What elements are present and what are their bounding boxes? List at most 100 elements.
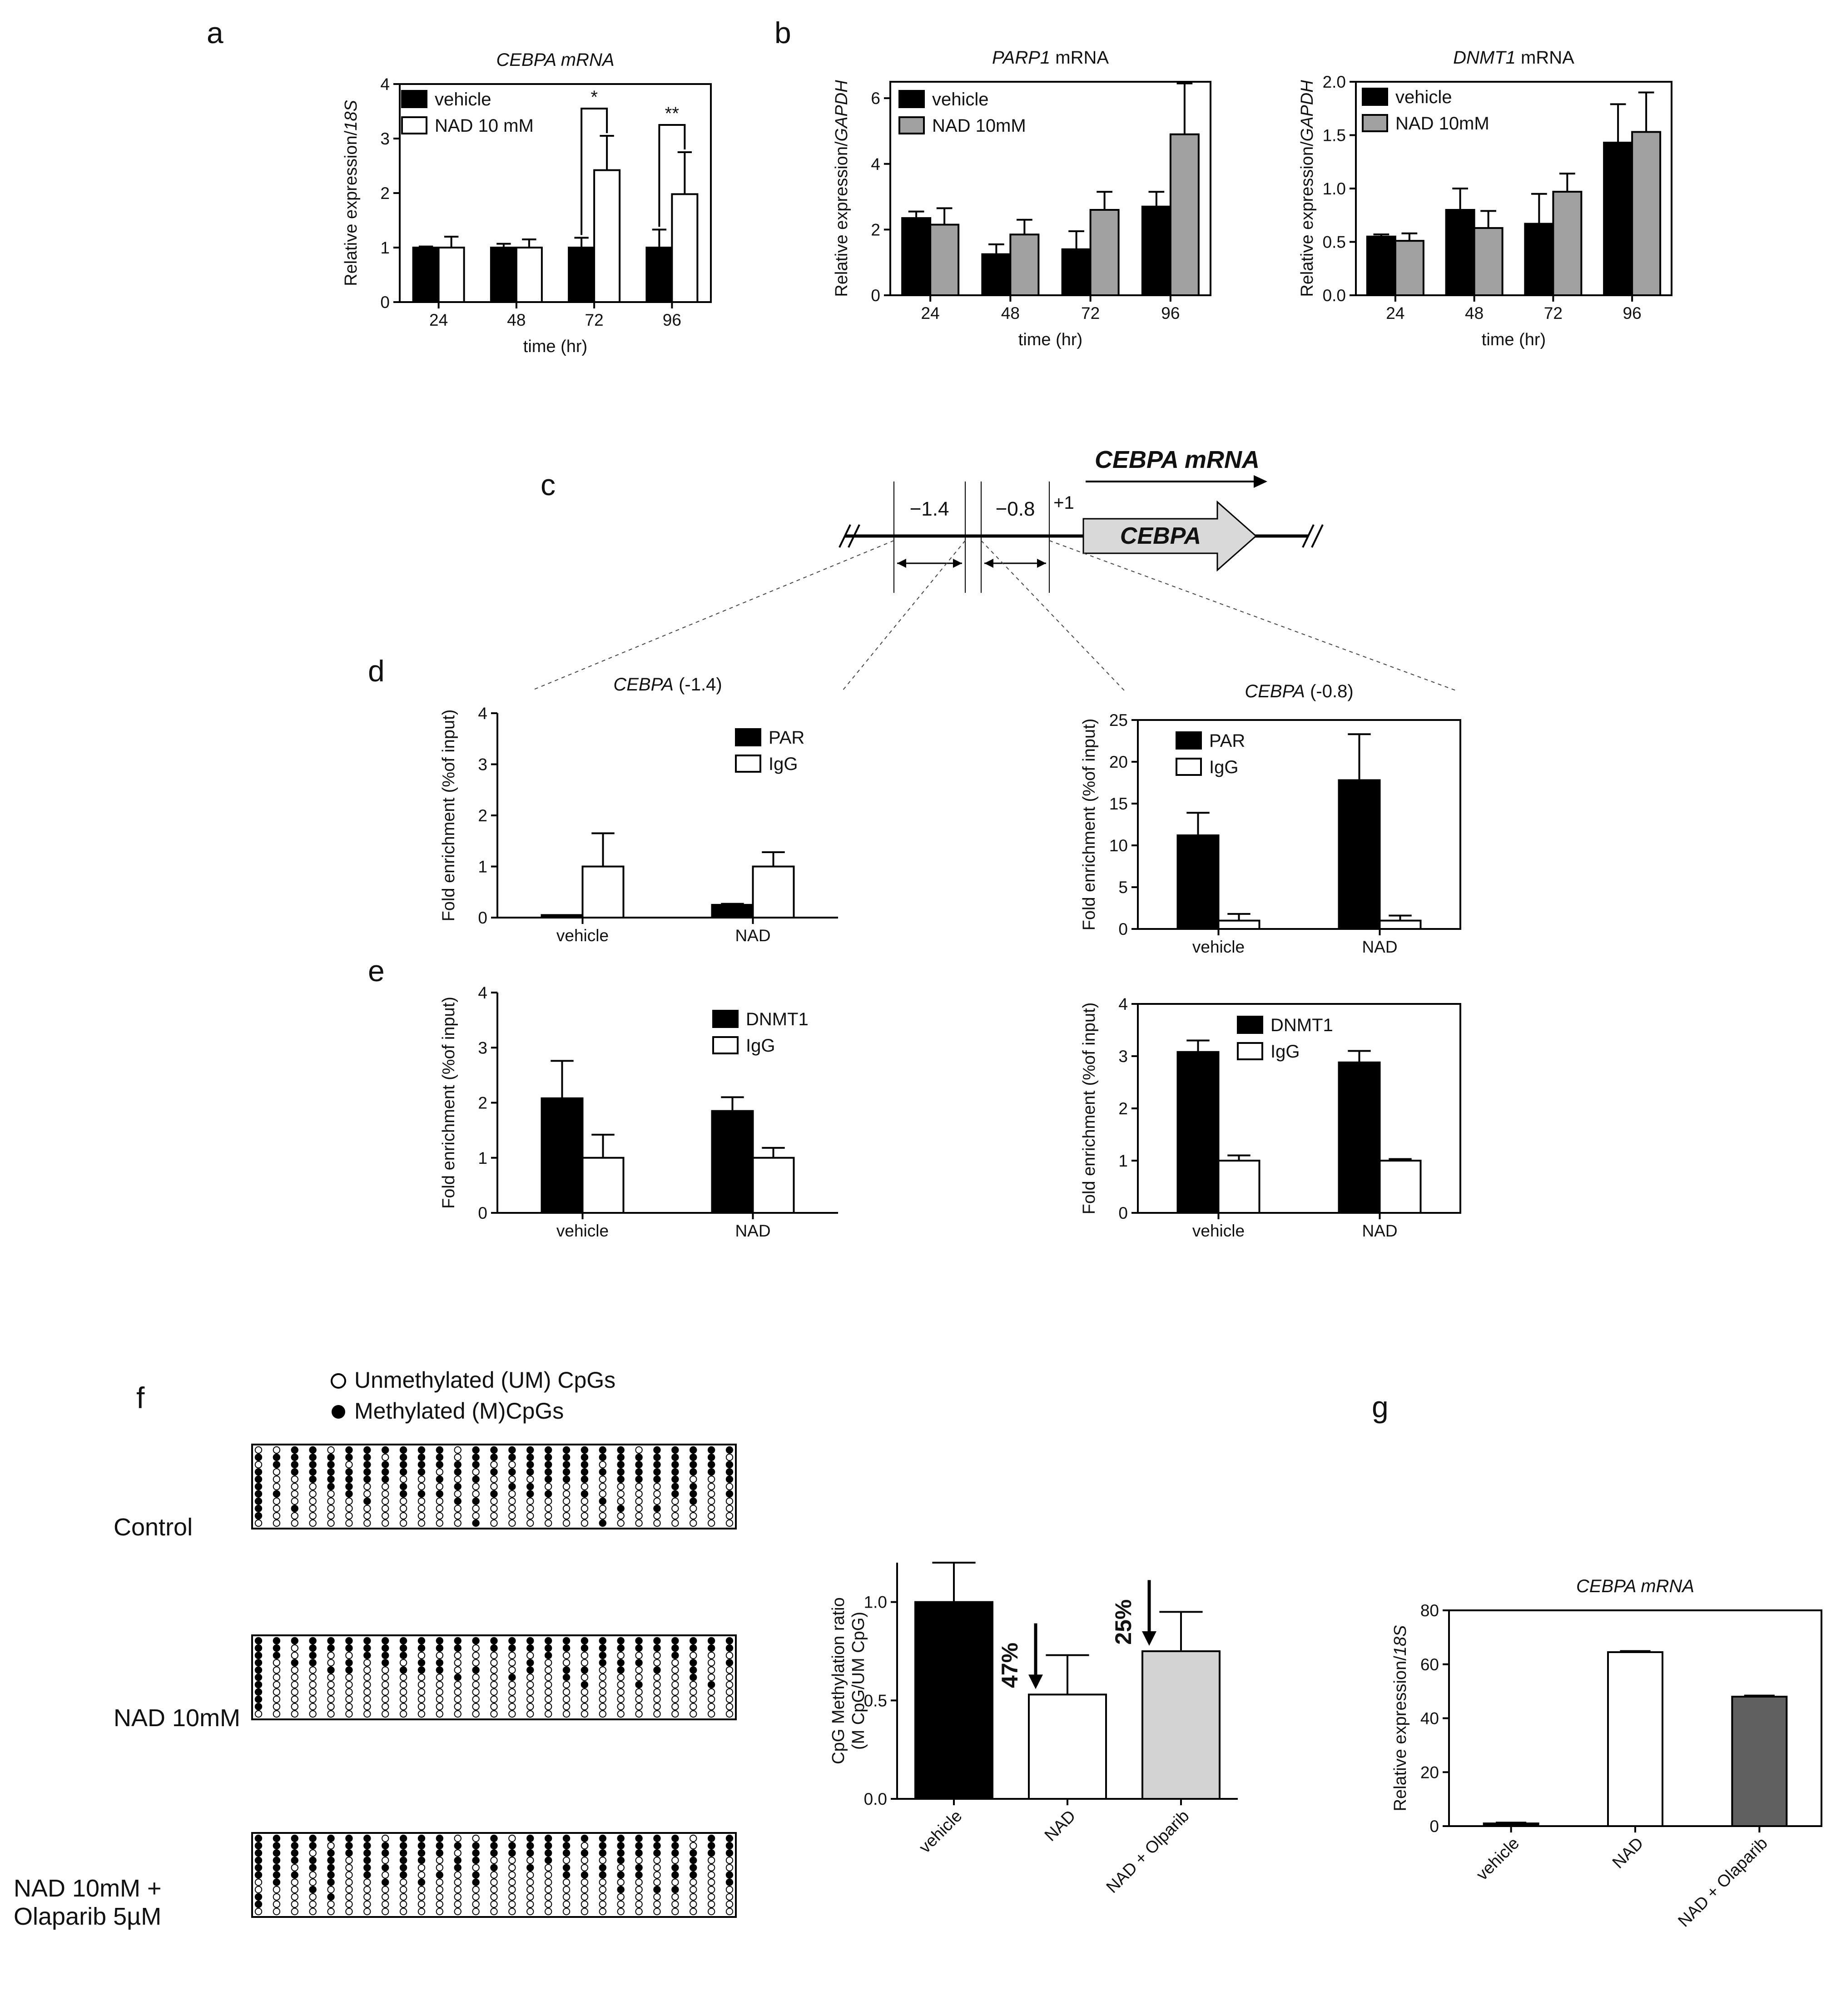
- unmethylated-cpg-dot: [436, 1900, 444, 1908]
- unmethylated-cpg-dot: [363, 1886, 371, 1893]
- chart-g-ylabel-norm: 18S: [1391, 1625, 1410, 1656]
- methylated-cpg-dot: [690, 1490, 697, 1498]
- unmethylated-cpg-dot: [417, 1893, 426, 1901]
- unmethylated-cpg-dot: [273, 1475, 281, 1483]
- methylated-cpg-dot: [581, 1834, 589, 1842]
- unmethylated-cpg-dot: [635, 1878, 643, 1886]
- unmethylated-cpg-dot: [291, 1475, 298, 1483]
- unmethylated-cpg-dot: [363, 1907, 371, 1916]
- methylated-cpg-dot: [436, 1834, 444, 1842]
- methylated-cpg-dot: [436, 1446, 444, 1454]
- chart-b1-frame: [889, 81, 1211, 296]
- unmethylated-cpg-dot: [309, 1666, 317, 1674]
- unmethylated-cpg-dot: [490, 1475, 498, 1483]
- unmethylated-cpg-dot: [526, 1512, 534, 1520]
- unmethylated-cpg-dot: [599, 1710, 607, 1718]
- unmethylated-cpg-dot: [291, 1900, 298, 1908]
- methylated-cpg-dot: [436, 1666, 444, 1674]
- unmethylated-cpg-dot: [599, 1857, 607, 1864]
- unmethylated-cpg-dot: [436, 1512, 444, 1520]
- chart-f-decrease-label: 25%: [1111, 1599, 1136, 1645]
- methylated-cpg-dot: [417, 1468, 426, 1476]
- unmethylated-cpg-dot: [707, 1519, 715, 1527]
- methylated-cpg-dot: [472, 1857, 480, 1864]
- unmethylated-cpg-dot: [327, 1490, 335, 1498]
- methylated-cpg-dot: [381, 1652, 389, 1659]
- methylated-cpg-dot: [363, 1857, 371, 1864]
- chart-b2-title: DNMT1 mRNA: [1453, 48, 1574, 68]
- unmethylated-cpg-dot: [581, 1673, 589, 1681]
- arrowhead: [1254, 475, 1267, 488]
- unmethylated-cpg-dot: [417, 1900, 426, 1908]
- methylated-cpg-dot: [653, 1461, 661, 1469]
- methylated-cpg-dot: [562, 1849, 571, 1857]
- chart-e-dnmt1-chip-minus-1-4: 0 1 2 3 4 vehicle NAD Fold enrichment (%of inpu…: [439, 983, 838, 1240]
- methylated-cpg-dot: [273, 1637, 281, 1645]
- unmethylated-cpg-dot: [599, 1878, 607, 1886]
- methylated-cpg-dot: [562, 1834, 571, 1842]
- chart-a-ylabel-text: Relative expression/: [342, 130, 361, 286]
- methylated-cpg-dot: [291, 1849, 298, 1857]
- unmethylated-cpg-dot: [508, 1900, 516, 1908]
- unmethylated-cpg-dot: [671, 1673, 679, 1681]
- methylated-cpg-dot: [671, 1834, 679, 1842]
- unmethylated-cpg-dot: [562, 1688, 571, 1696]
- unmethylated-cpg-dot: [291, 1673, 298, 1681]
- unmethylated-cpg-dot: [381, 1710, 389, 1718]
- chart-b2-bar-vehicle-96: [1603, 141, 1633, 296]
- unmethylated-cpg-dot: [399, 1703, 407, 1711]
- unmethylated-cpg-dot: [599, 1505, 607, 1513]
- chart-d1-title-rest: (-1.4): [674, 675, 722, 695]
- chart-b2-ylabel-norm: GAPDH: [1298, 80, 1317, 142]
- methylated-cpg-dot: [635, 1468, 643, 1476]
- unmethylated-cpg-dot: [653, 1659, 661, 1667]
- unmethylated-cpg-dot: [725, 1864, 734, 1872]
- methylated-cpg-dot: [472, 1461, 480, 1469]
- methylated-cpg-dot: [381, 1644, 389, 1652]
- methylated-cpg-dot: [327, 1857, 335, 1864]
- chart-b1-bar-vehicle-72: [1061, 248, 1092, 296]
- methylated-cpg-dot: [690, 1453, 697, 1461]
- methylated-cpg-dot: [454, 1637, 461, 1645]
- unmethylated-cpg-dot: [454, 1453, 461, 1461]
- unmethylated-cpg-dot: [273, 1519, 281, 1527]
- unmethylated-cpg-dot: [399, 1519, 407, 1527]
- unmethylated-cpg-dot: [363, 1688, 371, 1696]
- methylated-cpg-dot: [599, 1871, 607, 1879]
- panel-label-g: g: [1372, 1390, 1389, 1424]
- chart-g-title-rest: mRNA: [1636, 1576, 1694, 1596]
- methylated-cpg-dot: [254, 1688, 263, 1696]
- methylated-cpg-dot: [363, 1475, 371, 1483]
- methylated-cpg-dot: [690, 1461, 697, 1469]
- chart-a-bar-vehicle-48: [490, 247, 517, 303]
- methylated-cpg-dot: [653, 1834, 661, 1842]
- methylated-cpg-dot: [327, 1834, 335, 1842]
- chart-b2-ytick-label: 2.0: [1323, 73, 1346, 91]
- methylated-cpg-dot: [363, 1644, 371, 1652]
- methylated-cpg-dot: [327, 1468, 335, 1476]
- unmethylated-cpg-dot: [327, 1659, 335, 1667]
- unmethylated-cpg-dot: [291, 1695, 298, 1703]
- unmethylated-cpg-dot: [363, 1519, 371, 1527]
- unmethylated-cpg-dot: [562, 1878, 571, 1886]
- unmethylated-cpg-dot: [454, 1878, 461, 1886]
- unmethylated-cpg-dot: [436, 1703, 444, 1711]
- methylated-cpg-dot: [635, 1864, 643, 1872]
- methylated-cpg-dot: [472, 1519, 480, 1527]
- methylated-cpg-dot: [363, 1461, 371, 1469]
- unmethylated-cpg-dot: [454, 1834, 461, 1842]
- chart-e2-legend-label: IgG: [1270, 1042, 1300, 1062]
- unmethylated-cpg-dot: [327, 1695, 335, 1703]
- zoom-line: [842, 540, 966, 691]
- unmethylated-cpg-dot: [381, 1666, 389, 1674]
- methylated-cpg-dot: [617, 1834, 625, 1842]
- unmethylated-cpg-dot: [381, 1907, 389, 1916]
- methylated-cpg-dot: [544, 1461, 552, 1469]
- methylated-cpg-dot: [381, 1849, 389, 1857]
- methylated-cpg-dot: [436, 1637, 444, 1645]
- chart-b2-ytick-label: 1.5: [1323, 126, 1346, 145]
- unmethylated-cpg-dot: [490, 1519, 498, 1527]
- methylated-cpg-dot: [327, 1864, 335, 1872]
- chart-b1-bar-nad-10mm-24: [929, 223, 960, 296]
- unmethylated-cpg-dot: [526, 1857, 534, 1864]
